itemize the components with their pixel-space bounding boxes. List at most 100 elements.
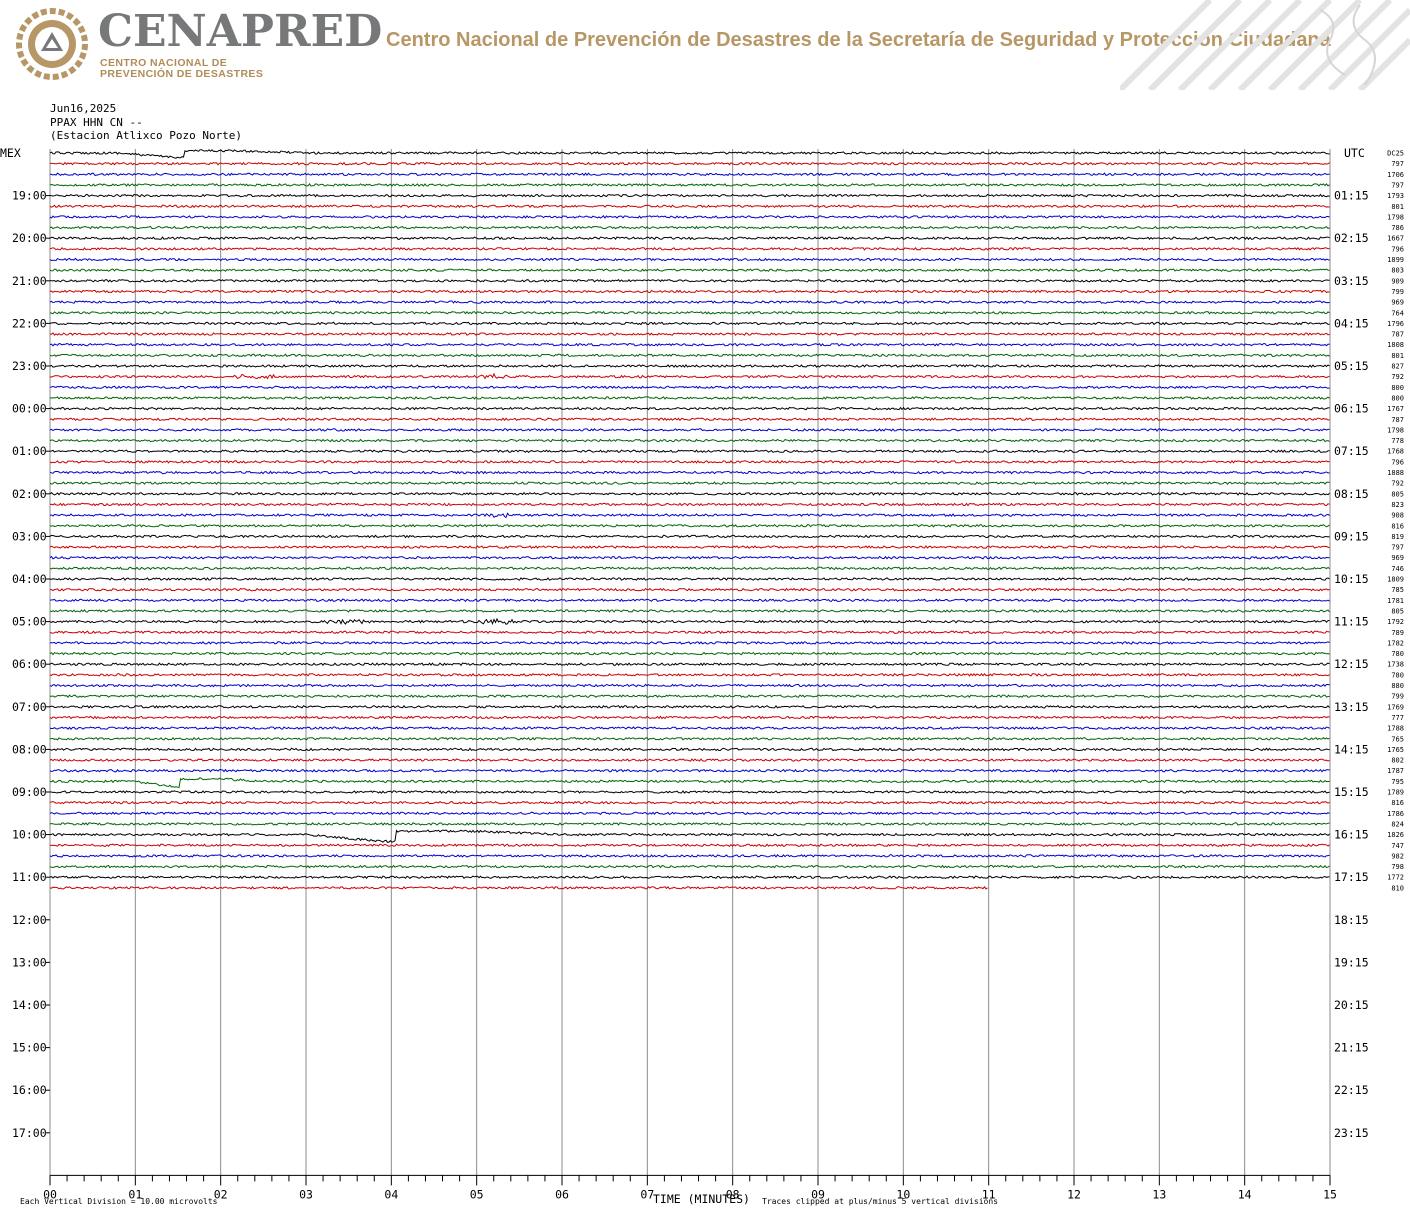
mex-hour-label: 02:00 — [12, 487, 47, 501]
cenapred-logo-icon — [16, 8, 88, 80]
trace-row — [49, 417, 1330, 422]
x-tick-label: 05 — [470, 1187, 484, 1201]
trace-row — [49, 459, 1330, 464]
mex-hour-label: 23:00 — [12, 359, 47, 373]
trace-row — [49, 747, 1330, 752]
trace-row — [49, 758, 1330, 762]
utc-hour-label: 01:15 — [1334, 189, 1369, 203]
utc-hour-label: 13:15 — [1334, 700, 1369, 714]
trace-scale-value: 982 — [1391, 852, 1404, 860]
x-tick-label: 03 — [299, 1187, 313, 1201]
x-tick-label: 04 — [384, 1187, 398, 1201]
trace-row — [49, 726, 1330, 730]
trace-row — [49, 438, 1330, 443]
x-tick-label: 07 — [640, 1187, 654, 1201]
trace-scale-value: 1888 — [1387, 469, 1404, 477]
trace-row — [49, 854, 1330, 858]
trace-scale-value: 1738 — [1387, 661, 1404, 669]
trace-row — [49, 651, 1330, 656]
trace-scale-value: 797 — [1391, 181, 1404, 189]
trace-scale-value: 909 — [1391, 277, 1404, 285]
trace-scale-value: 969 — [1391, 554, 1404, 562]
trace-scale-value: 785 — [1391, 586, 1404, 594]
trace-row — [49, 236, 1330, 241]
trace-row — [49, 310, 1330, 315]
trace-row — [49, 822, 1330, 826]
trace-row — [50, 332, 1330, 336]
utc-hour-label: 08:15 — [1334, 487, 1369, 501]
trace-row — [49, 353, 1330, 358]
utc-hour-label: 05:15 — [1334, 359, 1369, 373]
minute-gridlines — [49, 149, 1331, 1176]
trace-row — [49, 247, 1330, 251]
trace-row — [49, 512, 1330, 519]
trace-channel: PPAX HHN CN -- — [50, 115, 143, 129]
trace-row — [49, 289, 1330, 294]
trace-row — [49, 694, 1330, 699]
trace-scale-value: 1796 — [1387, 320, 1404, 328]
trace-row — [49, 736, 1330, 741]
trace-row — [49, 768, 1330, 773]
mex-hour-label: 20:00 — [12, 231, 47, 245]
brand-subtitle: CENTRO NACIONAL DE PREVENCIÓN DE DESASTR… — [100, 58, 263, 80]
x-tick-label: 06 — [555, 1187, 569, 1201]
trace-row — [49, 214, 1330, 219]
mex-hour-label: 19:00 — [12, 189, 47, 203]
trace-scale-value: 800 — [1391, 394, 1404, 402]
trace-scale-value: 787 — [1391, 416, 1404, 424]
seismic-traces — [49, 149, 1330, 890]
utc-hour-label: 17:15 — [1334, 870, 1369, 884]
mex-hour-label: 08:00 — [12, 742, 47, 756]
trace-scale-value: 1789 — [1387, 789, 1404, 797]
trace-scale-value: 764 — [1391, 309, 1404, 317]
trace-scale-value: 1826 — [1387, 831, 1404, 839]
trace-row — [49, 885, 988, 890]
trace-row — [49, 172, 1330, 177]
trace-metadata: Jun16,2025 PPAX HHN CN -- (Estacion Atli… — [50, 102, 242, 143]
mex-hour-label: 13:00 — [12, 955, 47, 969]
trace-scale-value: 797 — [1391, 160, 1404, 168]
trace-scale-value: 1768 — [1387, 448, 1404, 456]
utc-hour-label: 23:15 — [1334, 1126, 1369, 1140]
trace-scale-value: 810 — [1391, 884, 1404, 892]
trace-scale-value: 823 — [1391, 501, 1404, 509]
trace-scale-value: 799 — [1391, 693, 1404, 701]
mex-hour-label: 09:00 — [12, 785, 47, 799]
header-title: Centro Nacional de Prevención de Desastr… — [386, 29, 1331, 51]
trace-row — [49, 300, 1330, 305]
trace-scale-value: 1706 — [1387, 171, 1404, 179]
clipping-note: Traces clipped at plus/minus 5 vertical … — [762, 1197, 998, 1206]
trace-scale-value: 1792 — [1387, 618, 1404, 626]
trace-scale-value: 792 — [1391, 373, 1404, 381]
utc-hour-label: 19:15 — [1334, 955, 1369, 969]
mex-hour-label: 03:00 — [12, 529, 47, 543]
trace-scale-value: 824 — [1391, 820, 1404, 828]
utc-hour-label: 03:15 — [1334, 274, 1369, 288]
trace-scale-value: 1809 — [1387, 576, 1404, 584]
trace-scale-value: 789 — [1391, 629, 1404, 637]
utc-hour-label: 11:15 — [1334, 615, 1369, 629]
mex-hour-label: 07:00 — [12, 700, 47, 714]
vertical-division-note: Each Vertical Division = 10.00 microvolt… — [20, 1197, 218, 1206]
trace-row — [49, 776, 1330, 789]
trace-row — [49, 372, 1330, 380]
mex-hour-label: 00:00 — [12, 402, 47, 416]
trace-scale-value: 798 — [1391, 863, 1404, 871]
mex-hour-label: 14:00 — [12, 998, 47, 1012]
trace-row — [49, 491, 1330, 496]
mex-hour-label: 16:00 — [12, 1083, 47, 1097]
trace-scale-value: 1798 — [1387, 213, 1404, 221]
trace-row — [49, 566, 1330, 571]
x-tick-label: 02 — [214, 1187, 228, 1201]
utc-hour-label: 16:15 — [1334, 828, 1369, 842]
trace-scale-value: 792 — [1391, 480, 1404, 488]
trace-scale-value: 1667 — [1387, 235, 1404, 243]
decorative-pattern-icon — [1120, 0, 1410, 90]
trace-row — [49, 641, 1330, 645]
utc-time-axis: UTC 01:15 02:15 03:15 04:15 05:15 06:15 07:15 0… — [1334, 146, 1369, 1140]
x-tick-label: 11 — [982, 1187, 996, 1201]
trace-scale-value: 969 — [1391, 299, 1404, 307]
trace-scale-value: 816 — [1391, 799, 1404, 807]
utc-hour-label: 12:15 — [1334, 657, 1369, 671]
mex-hour-label: 04:00 — [12, 572, 47, 586]
